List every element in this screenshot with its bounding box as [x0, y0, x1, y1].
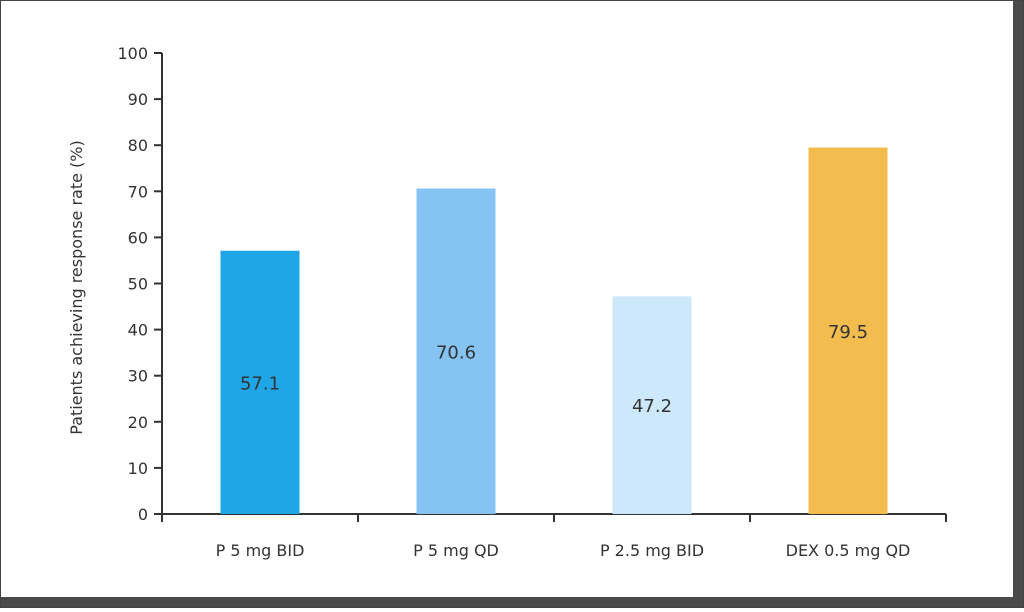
bar-4 [808, 147, 888, 514]
y-tick-label: 40 [128, 321, 148, 340]
labels: 0 10 20 30 40 50 60 70 80 90 100 P 5 mg BID 57.1 P 5 … [117, 44, 910, 560]
x-category-label: DEX 0.5 mg QD [786, 541, 911, 560]
bar-1 [220, 250, 300, 515]
y-tick-label: 0 [138, 505, 148, 524]
y-tick-label: 30 [128, 367, 148, 386]
x-category-label: P 5 mg QD [413, 541, 499, 560]
y-tick-label: 60 [128, 228, 148, 247]
data-label: 79.5 [828, 322, 868, 343]
y-tick-label: 90 [128, 90, 148, 109]
bar-2 [416, 188, 496, 514]
x-category-label: P 5 mg BID [216, 541, 305, 560]
y-tick-label: 10 [128, 459, 148, 478]
x-category-label: P 2.5 mg BID [600, 541, 704, 560]
data-label: 70.6 [436, 342, 476, 363]
y-tick-label: 100 [117, 44, 148, 63]
y-tick-label: 70 [128, 182, 148, 201]
bar-3 [612, 296, 692, 514]
y-tick-label: 50 [128, 275, 148, 294]
y-tick-label: 80 [128, 136, 148, 155]
y-tick-label: 20 [128, 413, 148, 432]
bars [220, 147, 888, 515]
y-axis-title: Patients achieving response rate (%) [67, 140, 86, 435]
data-label: 47.2 [632, 396, 672, 417]
data-label: 57.1 [240, 373, 280, 394]
